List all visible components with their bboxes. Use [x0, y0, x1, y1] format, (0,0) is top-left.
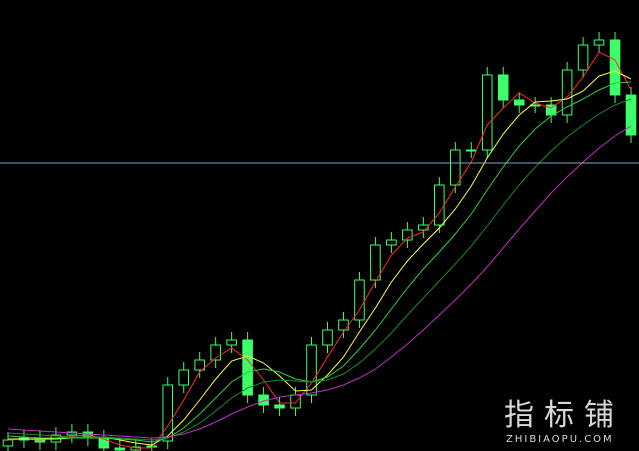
candle-body: [290, 394, 301, 409]
candle-body: [609, 39, 621, 96]
candle-body: [370, 244, 381, 281]
moving-average-line: [7, 125, 632, 439]
candle-body: [497, 74, 509, 101]
candle-body: [146, 445, 158, 448]
candle-body: [545, 104, 557, 116]
candle-body: [434, 184, 445, 226]
candle-body: [354, 279, 365, 321]
candle-body: [178, 369, 190, 386]
candle-body: [561, 69, 573, 116]
plot-area: [0, 32, 639, 451]
watermark: 指标铺: [504, 398, 624, 433]
candle-body: [322, 329, 333, 346]
candle-body: [465, 149, 477, 152]
candle-body: [402, 229, 413, 241]
moving-average-line: [7, 81, 632, 443]
candle-body: [274, 404, 285, 409]
candle-body: [625, 94, 637, 136]
candle-body: [194, 359, 205, 371]
candle-body: [481, 74, 493, 151]
moving-average-line: [7, 98, 632, 441]
candle-body: [338, 319, 349, 331]
candle-body: [593, 39, 605, 46]
candle-body: [513, 99, 525, 106]
candle-body: [306, 344, 317, 396]
candle-body: [418, 224, 429, 231]
candle-body: [449, 149, 461, 186]
candle-body: [386, 239, 397, 246]
candle-body: [162, 384, 174, 442]
candle-body: [226, 339, 237, 346]
candle-body: [114, 447, 126, 451]
moving-average-line: [7, 51, 632, 449]
candle-body: [210, 344, 221, 361]
candle-body: [2, 439, 14, 447]
watermark-sub: ZHIBIAOPU.COM: [506, 434, 614, 445]
candle-body: [242, 339, 253, 396]
candle-body: [577, 44, 589, 71]
